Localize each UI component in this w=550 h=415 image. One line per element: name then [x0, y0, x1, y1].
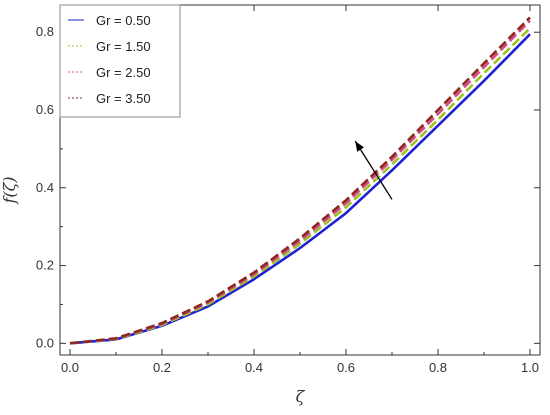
x-tick-label: 0.2	[153, 360, 171, 375]
x-tick-label: 0.4	[245, 360, 263, 375]
x-axis-title: ζ	[296, 387, 306, 406]
series-line-4	[69, 16, 531, 345]
ticks-layer: 0.0 0.2 0.4 0.6 0.8 1.0 0.0 0.2 0.4 0.6 0.8	[36, 5, 540, 375]
annotation-layer	[354, 140, 393, 200]
legend-label-1: Gr = 0.50	[96, 13, 151, 28]
y-tick-label: 0.4	[36, 180, 54, 195]
legend-label-4: Gr = 3.50	[96, 91, 151, 106]
legend-label-2: Gr = 1.50	[96, 39, 151, 54]
y-tick-label: 0.6	[36, 102, 54, 117]
arrow-head	[355, 141, 364, 152]
arrow-shaft	[354, 140, 393, 200]
x-tick-label: 1.0	[521, 360, 539, 375]
legend: Gr = 0.50 Gr = 1.50 Gr = 2.50 Gr = 3.50	[59, 4, 181, 118]
legend-label-3: Gr = 2.50	[96, 65, 151, 80]
x-tick-label: 0.0	[61, 360, 79, 375]
y-tick-label: 0.0	[36, 335, 54, 350]
series-layer	[69, 16, 531, 345]
y-tick-label: 0.8	[36, 24, 54, 39]
y-tick-label: 0.2	[36, 258, 54, 273]
x-tick-label: 0.8	[429, 360, 447, 375]
y-axis-title: f(ζ)	[0, 176, 19, 204]
x-tick-label: 0.6	[337, 360, 355, 375]
